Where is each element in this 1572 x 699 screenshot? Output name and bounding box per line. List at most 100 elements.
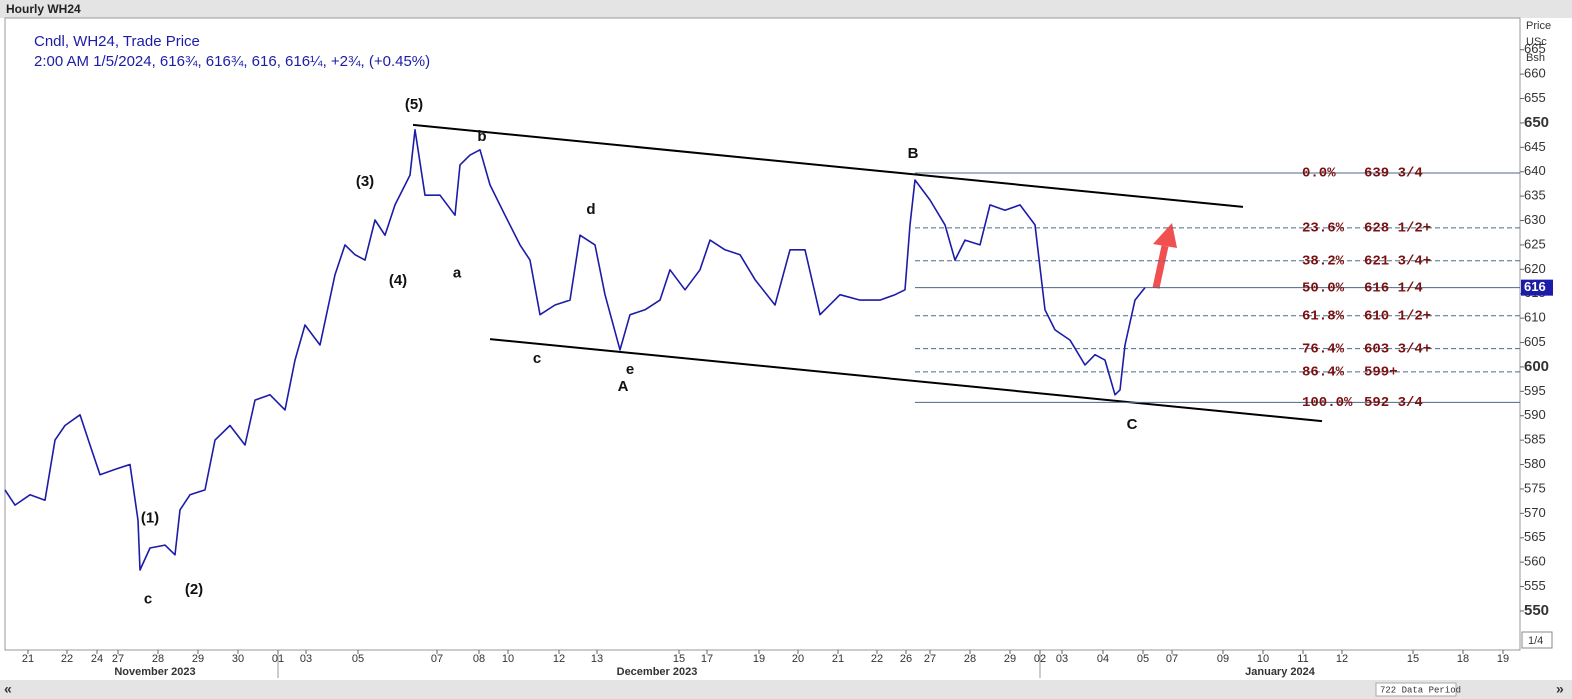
x-tick-label: 03	[1056, 653, 1068, 665]
x-tick-label: 13	[591, 653, 603, 665]
x-tick-label: 19	[1497, 653, 1509, 665]
fib-price: 599+	[1364, 365, 1398, 381]
y-tick-label: 560	[1524, 554, 1546, 569]
x-tick-label: 28	[964, 653, 976, 665]
last-price-box	[1521, 279, 1553, 296]
y-tick-label: 610	[1524, 310, 1546, 325]
axis-header: Bsh	[1526, 52, 1545, 64]
wave-label: d	[586, 201, 595, 218]
x-tick-label: 29	[192, 653, 204, 665]
wave-label: (1)	[141, 510, 159, 527]
y-tick-label: 650	[1524, 114, 1549, 131]
x-tick-label: 30	[232, 653, 244, 665]
y-tick-label: 655	[1524, 90, 1546, 105]
wave-label: (3)	[356, 173, 374, 190]
status-text: 722 Data Period	[1380, 685, 1461, 695]
month-label: December 2023	[617, 666, 698, 678]
fib-price: 639 3/4	[1364, 166, 1423, 182]
y-tick-label: 600	[1524, 358, 1549, 375]
legend-series: Cndl, WH24, Trade Price	[34, 33, 200, 50]
x-tick-label: 04	[1097, 653, 1109, 665]
x-tick-label: 20	[792, 653, 804, 665]
fib-pct: 76.4%	[1302, 341, 1345, 357]
y-tick-label: 565	[1524, 529, 1546, 544]
wave-label: C	[1127, 416, 1138, 433]
arrow-shaft	[1152, 245, 1169, 289]
x-tick-label: 09	[1217, 653, 1229, 665]
wave-label: c	[144, 591, 152, 608]
fib-pct: 86.4%	[1302, 365, 1345, 381]
y-tick-label: 625	[1524, 236, 1546, 251]
trendline	[412, 123, 1244, 208]
y-tick-label: 660	[1524, 66, 1546, 81]
plot-frame	[4, 17, 1521, 651]
y-tick-label: 665	[1524, 41, 1546, 56]
x-tick-label: 10	[502, 653, 514, 665]
x-tick-label: 29	[1004, 653, 1016, 665]
y-tick-label: 580	[1524, 456, 1546, 471]
x-tick-label: 05	[352, 653, 364, 665]
x-tick-label: 17	[701, 653, 713, 665]
x-tick-label: 03	[300, 653, 312, 665]
y-tick-label: 585	[1524, 432, 1546, 447]
y-tick-label: 635	[1524, 188, 1546, 203]
x-tick-label: 15	[1407, 653, 1419, 665]
x-tick-label: 12	[553, 653, 565, 665]
axis-footer: 1/4	[1528, 635, 1543, 647]
axis-footer-box	[1521, 631, 1553, 649]
axis-header: USc	[1526, 36, 1547, 48]
axis-header: Price	[1526, 20, 1551, 32]
wave-label: b	[477, 128, 486, 145]
arrow-head	[1153, 223, 1177, 248]
fib-pct: 23.6%	[1302, 221, 1345, 237]
fib-price: 628 1/2+	[1364, 221, 1431, 237]
fib-pct: 61.8%	[1302, 308, 1345, 324]
x-tick-label: 24	[91, 653, 103, 665]
x-tick-label: 02	[1034, 653, 1046, 665]
wave-label: (5)	[405, 96, 423, 113]
y-tick-label: 630	[1524, 212, 1546, 227]
wave-label: (2)	[185, 581, 203, 598]
y-tick-label: 575	[1524, 480, 1546, 495]
fib-price: 616 1/4	[1364, 280, 1423, 296]
title-bar	[0, 0, 1572, 18]
scroll-right[interactable]: »	[1556, 681, 1564, 697]
x-tick-label: 21	[832, 653, 844, 665]
y-tick-label: 605	[1524, 334, 1546, 349]
fib-pct: 100.0%	[1302, 395, 1353, 411]
wave-label: a	[453, 265, 462, 282]
x-tick-label: 07	[1166, 653, 1178, 665]
fib-pct: 0.0%	[1302, 166, 1336, 182]
month-label: January 2024	[1245, 666, 1316, 678]
fib-price: 592 3/4	[1364, 395, 1423, 411]
x-tick-label: 05	[1137, 653, 1149, 665]
x-tick-label: 01	[272, 653, 284, 665]
fib-pct: 50.0%	[1302, 280, 1345, 296]
y-tick-label: 570	[1524, 505, 1546, 520]
legend-quote: 2:00 AM 1/5/2024, 616¾, 616¾, 616, 616¼,…	[34, 53, 430, 70]
x-tick-label: 22	[61, 653, 73, 665]
x-tick-label: 27	[924, 653, 936, 665]
last-price-label: 616	[1524, 279, 1546, 294]
x-tick-label: 18	[1457, 653, 1469, 665]
x-tick-label: 11	[1297, 653, 1308, 665]
x-tick-label: 12	[1336, 653, 1348, 665]
fib-price: 610 1/2+	[1364, 308, 1431, 324]
y-tick-label: 595	[1524, 383, 1546, 398]
x-tick-label: 26	[900, 653, 912, 665]
x-tick-label: 15	[673, 653, 685, 665]
y-tick-label: 620	[1524, 261, 1546, 276]
scroll-left[interactable]: «	[4, 681, 12, 697]
y-tick-label: 640	[1524, 163, 1546, 178]
wave-label: e	[626, 361, 634, 378]
chart-title: Hourly WH24	[6, 2, 81, 16]
x-tick-label: 08	[473, 653, 485, 665]
wave-label: A	[618, 378, 629, 395]
price-line	[4, 129, 1146, 571]
status-bar	[0, 680, 1572, 699]
wave-label: B	[908, 145, 919, 162]
fib-price: 603 3/4+	[1364, 341, 1431, 357]
month-label: November 2023	[114, 666, 195, 678]
